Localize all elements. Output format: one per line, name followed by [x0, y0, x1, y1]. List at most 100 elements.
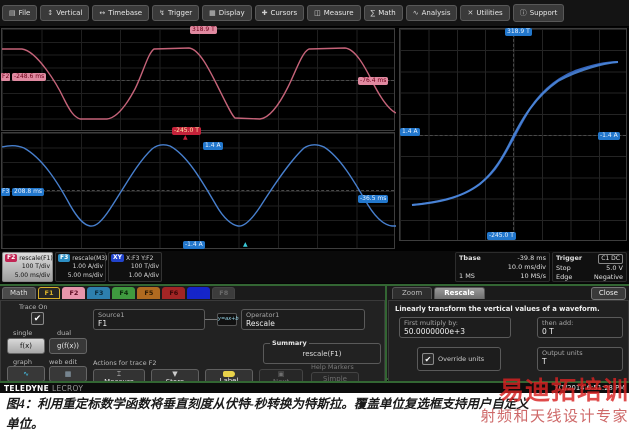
tab-f8[interactable]: F8 — [212, 287, 236, 299]
menu-label: Display — [218, 9, 245, 17]
help-markers-label: Help Markers — [311, 363, 354, 371]
vertical-scale: 100 T/div — [130, 263, 159, 270]
measure-icon: ◫ — [314, 9, 321, 17]
menu-item-file[interactable]: ▤ File — [2, 5, 38, 21]
f3-badge: F3 — [58, 254, 71, 262]
grid-f3[interactable] — [1, 132, 396, 249]
cursor-cross-icon: ✚ — [261, 9, 268, 17]
xy-badge: XY — [111, 254, 124, 262]
cursor-marker-icon[interactable]: ▲ — [183, 134, 188, 141]
f3-trace-label[interactable]: F3 — [1, 188, 11, 196]
menu-item-vertical[interactable]: ↕ Vertical — [40, 5, 90, 21]
tab-f5[interactable]: F5 — [137, 287, 161, 299]
simple-button-label: Simple — [323, 374, 347, 383]
horizontal-arrows-icon: ↔ — [99, 9, 106, 17]
single-fx-button[interactable]: f(x) — [7, 338, 45, 354]
menu-label: Timebase — [108, 9, 143, 17]
override-units-group: ✔ Override units — [417, 347, 501, 371]
menu-label: Analysis — [421, 9, 451, 17]
math-dialog: Math F1 F2 F3 F4 F5 F6 F7 F8 Trace On ✔ … — [0, 286, 385, 387]
center-line — [2, 190, 394, 191]
output-units-field[interactable]: Output units T — [537, 347, 623, 371]
source1-value: F1 — [98, 319, 108, 328]
utilities-tools-icon: ✕ — [467, 9, 474, 17]
brand-lecroy: LECROY — [51, 383, 84, 393]
tab-f4[interactable]: F4 — [112, 287, 136, 299]
descriptor-f2[interactable]: F2 rescale(F1) 100 T/div 5.00 ms/div — [2, 252, 53, 282]
then-add-field[interactable]: then add: 0 T — [537, 317, 623, 338]
override-units-checkbox[interactable]: ✔ — [422, 353, 434, 365]
first-multiply-label: First multiply by: — [404, 319, 458, 327]
analysis-wave-icon: ∿ — [412, 9, 419, 17]
tab-f3[interactable]: F3 — [87, 287, 111, 299]
tab-math[interactable]: Math — [2, 287, 36, 299]
trigger-summary[interactable]: Trigger C1 DC Stop 5.0 V Edge Negative — [552, 252, 627, 282]
menu-item-math[interactable]: ∑ Math — [363, 5, 403, 21]
source1-field[interactable]: Source1 F1 — [93, 309, 205, 330]
brand-teledyne: TELEDYNE — [4, 383, 50, 393]
center-line — [2, 80, 394, 81]
f2-right-cursor-tag: -76.4 ms — [358, 77, 389, 85]
descriptor-title: X:F3 Y:F2 — [125, 254, 154, 262]
summary-group: Summary rescale(F1) — [263, 339, 381, 364]
menu-item-timebase[interactable]: ↔ Timebase — [92, 5, 150, 21]
f3-left-cursor-tag: 208.8 ms — [12, 188, 45, 196]
menu-item-utilities[interactable]: ✕ Utilities — [460, 5, 510, 21]
tab-f7[interactable]: F7 — [187, 287, 211, 299]
tab-rescale[interactable]: Rescale — [434, 287, 485, 299]
math-tab-strip: Math F1 F2 F3 F4 F5 F6 F7 F8 — [0, 286, 385, 300]
tab-zoom[interactable]: Zoom — [392, 287, 433, 299]
descriptor-xy[interactable]: XY X:F3 Y:F2 100 T/div 1.00 A/div — [108, 252, 162, 282]
oscilloscope-screen: ▤ File ↕ Vertical ↔ Timebase ↯ Trigger ▦ Disp… — [0, 0, 629, 393]
trigger-position-icon[interactable]: ▲ — [243, 241, 248, 248]
f3-top-cursor-tag: 1.4 A — [203, 142, 223, 150]
menu-item-support[interactable]: ⓘ Support — [512, 4, 565, 22]
menu-item-display[interactable]: ▦ Display — [202, 5, 252, 21]
menu-item-measure[interactable]: ◫ Measure — [307, 5, 361, 21]
dual-gfx-button[interactable]: g(f(x)) — [49, 338, 87, 354]
tab-f2[interactable]: F2 — [62, 287, 86, 299]
f2-left-cursor-tag: -248.6 ms — [12, 73, 47, 81]
waveform-display: 318.9 T F2 -248.6 ms -76.4 ms -245.0 T ▲… — [0, 26, 629, 251]
summary-value: rescale(F1) — [302, 350, 342, 358]
single-label: single — [13, 329, 33, 337]
web-edit-icon: ▦ — [64, 370, 72, 378]
grid-xy[interactable] — [399, 28, 627, 241]
timebase-offset: -39.8 ms — [517, 254, 546, 262]
tab-f1[interactable]: F1 — [37, 287, 61, 299]
close-button[interactable]: Close — [590, 287, 626, 300]
horizontal-scale: 5.00 ms/div — [14, 272, 50, 279]
timebase-samples: 1 MS — [459, 272, 475, 280]
menu-item-cursors[interactable]: ✚ Cursors — [254, 5, 305, 21]
trace-on-checkbox[interactable]: ✔ — [31, 312, 44, 325]
trigger-pulse-icon: ↯ — [159, 9, 165, 17]
actions-label: Actions for trace F2 — [93, 359, 157, 367]
display-icon: ▦ — [209, 9, 216, 17]
f3-waveform — [2, 144, 396, 227]
xy-top-cursor-tag: 318.9 T — [505, 28, 532, 36]
trigger-mode: Stop — [556, 264, 571, 272]
web-edit-button[interactable]: ▦ — [49, 366, 87, 382]
green-divider — [385, 286, 387, 382]
menu-label: Cursors — [270, 9, 298, 17]
menu-item-analysis[interactable]: ∿ Analysis — [405, 5, 458, 21]
grid-f2[interactable] — [1, 28, 396, 131]
connector-line — [205, 319, 217, 320]
trigger-source-badge: C1 DC — [598, 254, 623, 264]
first-multiply-value: 50.0000000e+3 — [404, 327, 465, 336]
menu-item-trigger[interactable]: ↯ Trigger — [152, 5, 200, 21]
timebase-summary[interactable]: Tbase -39.8 ms 10.0 ms/div 1 MS 10 MS/s — [455, 252, 550, 282]
rescale-description: Linearly transform the vertical values o… — [395, 305, 600, 313]
status-bar: TELEDYNE LECROY 7/1/2014 6:51:28 PM — [0, 381, 629, 393]
source1-label: Source1 — [98, 311, 125, 319]
first-multiply-field[interactable]: First multiply by: 50.0000000e+3 — [399, 317, 511, 338]
f2-trace-label[interactable]: F2 — [1, 73, 11, 81]
store-icon: ▼ — [172, 369, 178, 378]
output-units-label: Output units — [542, 349, 583, 357]
timebase-label: Tbase — [459, 254, 481, 262]
trigger-slope: Negative — [593, 273, 623, 281]
tab-f6[interactable]: F6 — [162, 287, 186, 299]
graph-button[interactable]: ∿ — [7, 366, 45, 382]
operator1-field[interactable]: Operator1 Rescale — [241, 309, 365, 330]
descriptor-f3[interactable]: F3 rescale(M3) 1.00 A/div 5.00 ms/div — [55, 252, 107, 282]
